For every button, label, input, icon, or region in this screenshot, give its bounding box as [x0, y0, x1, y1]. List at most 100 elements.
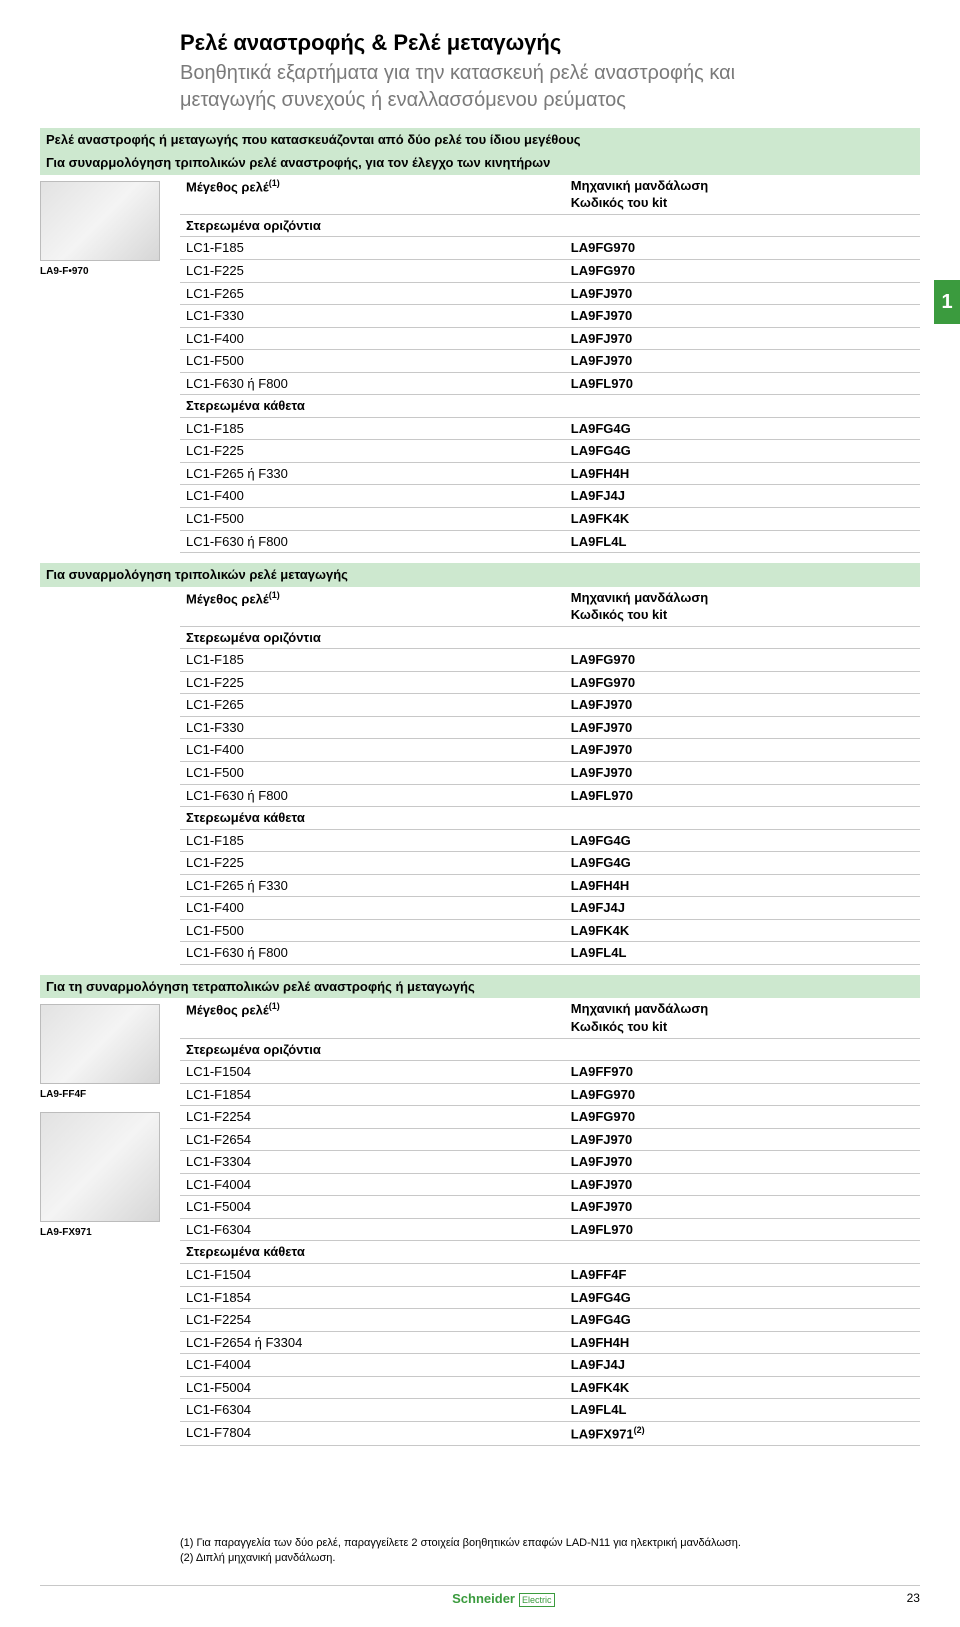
column-header-interlock: Μηχανική μανδάλωσηΚωδικός του kit — [565, 175, 920, 215]
table-row: LC1-F630 ή F800LA9FL970 — [180, 372, 920, 395]
table-row: LC1-F500LA9FK4K — [180, 919, 920, 942]
table-row: LC1-F500LA9FK4K — [180, 507, 920, 530]
kit-code: LA9FK4K — [565, 919, 920, 942]
kit-code: LA9FF4F — [565, 1264, 920, 1287]
table-row: LC1-F400LA9FJ970 — [180, 327, 920, 350]
product-image — [40, 1112, 160, 1222]
table-row: LC1-F630 ή F800LA9FL4L — [180, 942, 920, 965]
table-row: LC1-F225LA9FG4G — [180, 852, 920, 875]
kit-code: LA9FX971(2) — [565, 1421, 920, 1445]
relay-size: LC1-F330 — [180, 305, 565, 328]
table-row: LC1-F4004LA9FJ970 — [180, 1173, 920, 1196]
relay-size: LC1-F630 ή F800 — [180, 942, 565, 965]
relay-size: LC1-F5004 — [180, 1376, 565, 1399]
relay-size: LC1-F2654 — [180, 1128, 565, 1151]
kit-code: LA9FL4L — [565, 942, 920, 965]
column-header-size: Μέγεθος ρελέ(1) — [180, 998, 565, 1038]
kit-code: LA9FG970 — [565, 1083, 920, 1106]
table-row: LC1-F1854LA9FG4G — [180, 1286, 920, 1309]
orientation-label: Στερεωμένα κάθετα — [180, 395, 920, 418]
page-number: 23 — [907, 1590, 920, 1606]
relay-size: LC1-F500 — [180, 919, 565, 942]
kit-code: LA9FH4H — [565, 462, 920, 485]
kit-code: LA9FJ970 — [565, 327, 920, 350]
spec-table: Μέγεθος ρελέ(1)Μηχανική μανδάλωσηΚωδικός… — [180, 175, 920, 553]
relay-size: LC1-F225 — [180, 671, 565, 694]
column-header-interlock: Μηχανική μανδάλωσηΚωδικός του kit — [565, 587, 920, 627]
table-row: LC1-F7804LA9FX971(2) — [180, 1421, 920, 1445]
table-row: LC1-F185LA9FG970 — [180, 649, 920, 672]
kit-code: LA9FJ4J — [565, 485, 920, 508]
page-subtitle: Βοηθητικά εξαρτήματα για την κατασκευή ρ… — [180, 60, 780, 114]
spec-table: Μέγεθος ρελέ(1)Μηχανική μανδάλωσηΚωδικός… — [180, 998, 920, 1445]
relay-size: LC1-F5004 — [180, 1196, 565, 1219]
kit-code: LA9FJ970 — [565, 1128, 920, 1151]
table-row: LC1-F4004LA9FJ4J — [180, 1354, 920, 1377]
relay-size: LC1-F185 — [180, 829, 565, 852]
table-row: LC1-F1504LA9FF4F — [180, 1264, 920, 1287]
page-footer: Schneider Electric 23 — [40, 1585, 920, 1608]
table-row: LC1-F265 ή F330LA9FH4H — [180, 874, 920, 897]
column-header-interlock: Μηχανική μανδάλωσηΚωδικός του kit — [565, 998, 920, 1038]
table-row: LC1-F1854LA9FG970 — [180, 1083, 920, 1106]
relay-size: LC1-F400 — [180, 897, 565, 920]
relay-size: LC1-F6304 — [180, 1218, 565, 1241]
table-row: LC1-F6304LA9FL4L — [180, 1399, 920, 1422]
kit-code: LA9FL970 — [565, 784, 920, 807]
relay-size: LC1-F1854 — [180, 1083, 565, 1106]
kit-code: LA9FK4K — [565, 507, 920, 530]
table-row: LC1-F265 ή F330LA9FH4H — [180, 462, 920, 485]
table-row: LC1-F2654 ή F3304LA9FH4H — [180, 1331, 920, 1354]
kit-code: LA9FJ970 — [565, 282, 920, 305]
relay-size: LC1-F6304 — [180, 1399, 565, 1422]
kit-code: LA9FJ970 — [565, 1151, 920, 1174]
relay-size: LC1-F265 — [180, 282, 565, 305]
table-row: LC1-F630 ή F800LA9FL4L — [180, 530, 920, 553]
table-row: LC1-F3304LA9FJ970 — [180, 1151, 920, 1174]
table-row: LC1-F185LA9FG4G — [180, 829, 920, 852]
relay-size: LC1-F630 ή F800 — [180, 372, 565, 395]
table-row: LC1-F400LA9FJ970 — [180, 739, 920, 762]
relay-size: LC1-F265 ή F330 — [180, 874, 565, 897]
kit-code: LA9FJ970 — [565, 305, 920, 328]
logo-main: Schneider — [452, 1590, 515, 1608]
section-header: Ρελέ αναστροφής ή μεταγωγής που κατασκευ… — [40, 128, 920, 152]
table-row: LC1-F500LA9FJ970 — [180, 762, 920, 785]
kit-code: LA9FF970 — [565, 1061, 920, 1084]
kit-code: LA9FH4H — [565, 874, 920, 897]
kit-code: LA9FL970 — [565, 372, 920, 395]
relay-size: LC1-F7804 — [180, 1421, 565, 1445]
relay-size: LC1-F500 — [180, 507, 565, 530]
table-row: LC1-F330LA9FJ970 — [180, 716, 920, 739]
kit-code: LA9FG970 — [565, 237, 920, 260]
kit-code: LA9FK4K — [565, 1376, 920, 1399]
orientation-label: Στερεωμένα κάθετα — [180, 1241, 920, 1264]
product-image-column: LA9-F•970 — [40, 175, 180, 289]
product-image-label: LA9-FX971 — [40, 1226, 180, 1240]
relay-size: LC1-F2254 — [180, 1309, 565, 1332]
relay-size: LC1-F225 — [180, 852, 565, 875]
logo-sub: Electric — [519, 1593, 555, 1607]
kit-code: LA9FL4L — [565, 1399, 920, 1422]
section-header: Για συναρμολόγηση τριπολικών ρελέ μεταγω… — [40, 563, 920, 587]
kit-code: LA9FJ970 — [565, 1173, 920, 1196]
relay-size: LC1-F185 — [180, 237, 565, 260]
spec-table: Μέγεθος ρελέ(1)Μηχανική μανδάλωσηΚωδικός… — [180, 587, 920, 965]
relay-size: LC1-F2654 ή F3304 — [180, 1331, 565, 1354]
relay-size: LC1-F630 ή F800 — [180, 784, 565, 807]
relay-size: LC1-F1504 — [180, 1061, 565, 1084]
footnote-1: (1) Για παραγγελία των δύο ρελέ, παραγγε… — [180, 1536, 920, 1551]
kit-code: LA9FJ970 — [565, 739, 920, 762]
orientation-label: Στερεωμένα οριζόντια — [180, 214, 920, 237]
table-row: LC1-F225LA9FG4G — [180, 440, 920, 463]
footnotes: (1) Για παραγγελία των δύο ρελέ, παραγγε… — [180, 1536, 920, 1567]
column-header-size: Μέγεθος ρελέ(1) — [180, 587, 565, 627]
kit-code: LA9FJ970 — [565, 694, 920, 717]
product-image — [40, 1004, 160, 1084]
table-row: LC1-F265LA9FJ970 — [180, 694, 920, 717]
table-row: LC1-F225LA9FG970 — [180, 671, 920, 694]
relay-size: LC1-F400 — [180, 739, 565, 762]
table-row: LC1-F265LA9FJ970 — [180, 282, 920, 305]
table-row: LC1-F330LA9FJ970 — [180, 305, 920, 328]
relay-size: LC1-F500 — [180, 762, 565, 785]
